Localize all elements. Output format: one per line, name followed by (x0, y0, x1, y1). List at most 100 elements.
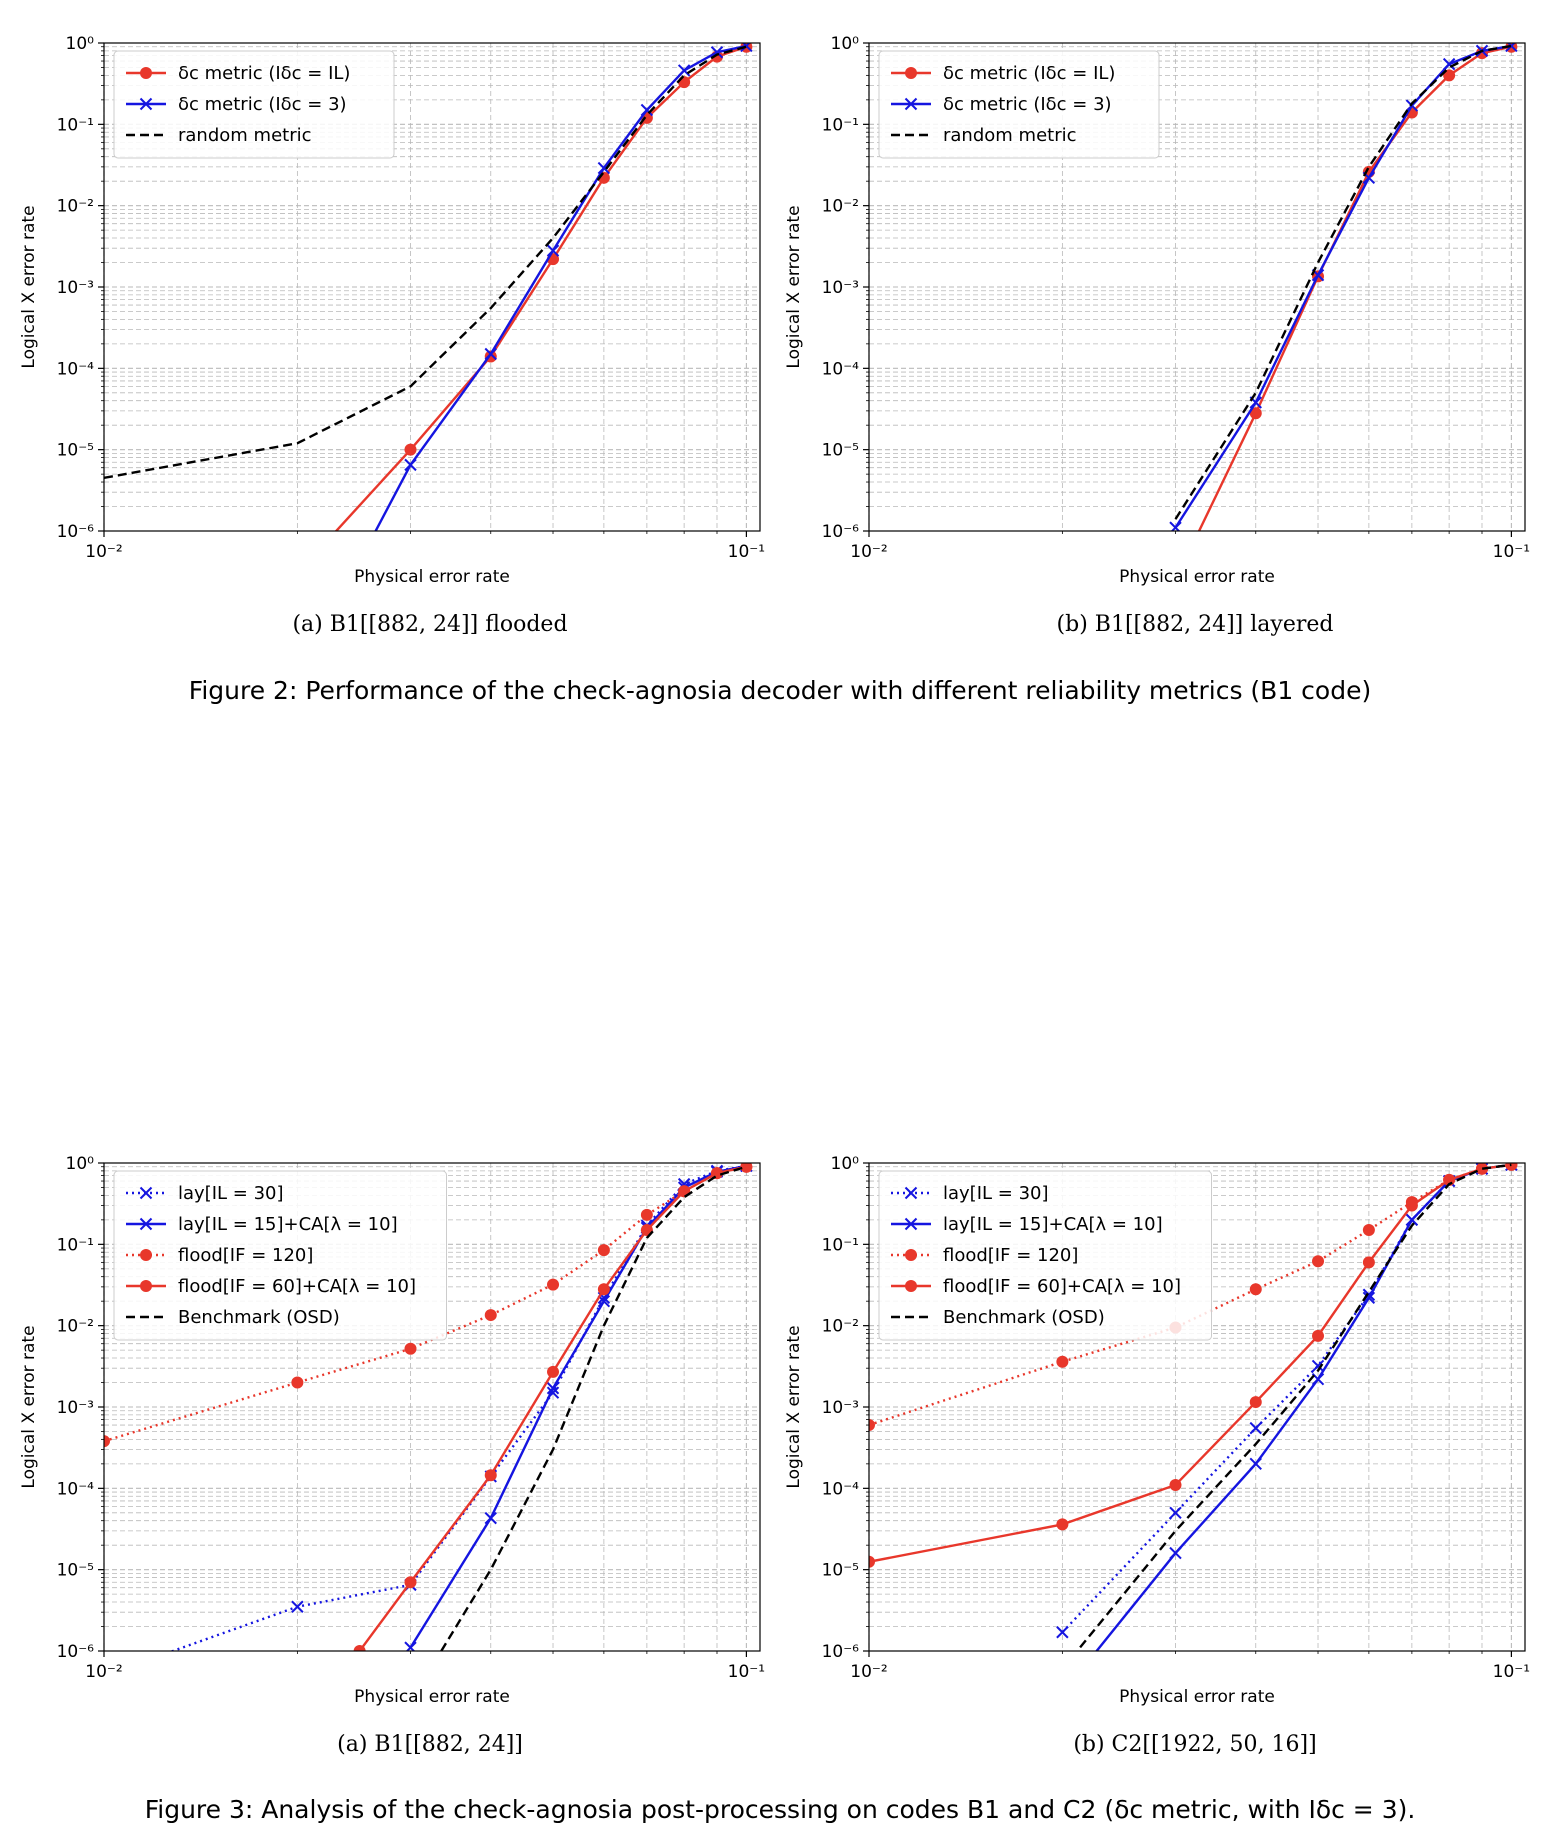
legend-label: flood[IF = 60]+CA[λ = 10] (943, 1276, 1181, 1297)
data-point (547, 1278, 560, 1291)
legend-label: lay[IL = 30] (178, 1183, 284, 1204)
data-point (1249, 1457, 1262, 1471)
legend-label: Benchmark (OSD) (178, 1307, 340, 1328)
data-point (291, 1600, 304, 1613)
data-point (1405, 1199, 1418, 1212)
y-tick-label: 10⁻³ (822, 1398, 859, 1418)
legend-marker (140, 67, 152, 79)
data-point (1056, 1626, 1069, 1639)
x-tick-label: 10⁻¹ (728, 542, 765, 562)
series-group (104, 1163, 753, 1651)
y-tick-label: 10⁰ (831, 34, 860, 54)
legend-label: flood[IF = 120] (943, 1245, 1078, 1266)
data-point (1169, 521, 1182, 531)
data-point (1169, 1546, 1182, 1560)
data-point (546, 1382, 560, 1395)
data-point (1249, 1421, 1262, 1435)
chart-1: 10⁻⁶ 10⁻⁵ 10⁻⁴ 10⁻³ 10⁻² 10⁻¹ 10⁰ 10⁻² 10⁻¹ Physi… (19, 34, 765, 587)
data-point (869, 1555, 875, 1568)
data-point (640, 103, 654, 117)
data-point (404, 443, 417, 456)
data-point (291, 1376, 304, 1389)
series-group (1169, 43, 1518, 531)
data-point (353, 1645, 366, 1651)
series-line-3 (104, 45, 747, 480)
y-tick-label: 10⁻¹ (822, 1235, 859, 1255)
y-axis-label: Logical X error rate (19, 205, 39, 368)
figure-3-caption: Figure 3: Analysis of the check-agnosia … (144, 1795, 1416, 1824)
y-tick-label: 10⁻² (57, 1317, 94, 1337)
y-tick-label: 10⁻² (57, 197, 94, 217)
data-point (404, 1342, 417, 1355)
legend-label: random metric (943, 125, 1077, 146)
data-point (869, 1419, 875, 1432)
y-tick-label: 10⁻¹ (822, 115, 859, 135)
y-axis-label: Logical X error rate (19, 1325, 39, 1488)
data-point (1442, 57, 1456, 71)
chart-4: 10⁻⁶ 10⁻⁵ 10⁻⁴ 10⁻³ 10⁻² 10⁻¹ 10⁰ 10⁻² 10⁻¹ Physi… (784, 1154, 1530, 1707)
y-tick-label: 10⁰ (831, 1154, 860, 1174)
y-tick-label: 10⁻¹ (57, 115, 94, 135)
x-axis-label: Physical error rate (354, 1687, 510, 1707)
legend-label: lay[IL = 15]+CA[λ = 10] (943, 1214, 1163, 1235)
legend-label: random metric (178, 125, 312, 146)
data-point (1249, 1283, 1262, 1296)
data-point (404, 1641, 417, 1651)
legend-label: δc metric (Iδc = IL) (943, 63, 1115, 84)
y-tick-label: 10⁻⁴ (57, 1479, 95, 1499)
data-point (1443, 69, 1456, 82)
y-tick-label: 10⁻⁶ (822, 1642, 860, 1662)
legend: δc metric (Iδc = IL) δc metric (Iδc = 3) r… (113, 50, 395, 159)
legend-label: flood[IF = 120] (178, 1245, 313, 1266)
x-tick-label: 10⁻² (850, 542, 887, 562)
y-tick-label: 10⁻⁶ (57, 522, 95, 542)
data-point (547, 1365, 560, 1378)
legend-box (113, 50, 395, 159)
y-tick-label: 10⁻³ (822, 278, 859, 298)
x-tick-label: 10⁻¹ (728, 1662, 765, 1682)
legend-label: δc metric (Iδc = 3) (943, 94, 1112, 115)
data-point (1312, 1329, 1325, 1342)
data-point (740, 1163, 753, 1173)
data-point (1362, 1224, 1375, 1237)
x-tick-label: 10⁻² (85, 1662, 122, 1682)
y-tick-label: 10⁻⁵ (822, 441, 859, 461)
y-tick-label: 10⁻² (822, 1317, 859, 1337)
legend-label: flood[IF = 60]+CA[λ = 10] (178, 1276, 416, 1297)
legend-box (113, 1170, 447, 1341)
data-point (546, 244, 560, 257)
legend-marker (139, 97, 153, 111)
x-axis-label: Physical error rate (1119, 567, 1275, 587)
y-tick-label: 10⁻³ (57, 278, 94, 298)
legend-label: lay[IL = 30] (943, 1183, 1049, 1204)
legend-marker (904, 1217, 918, 1231)
data-point (1249, 407, 1262, 420)
y-tick-label: 10⁻⁴ (57, 359, 95, 379)
data-point (1362, 1291, 1376, 1305)
y-tick-label: 10⁻⁴ (822, 359, 860, 379)
series-line-3 (1174, 44, 1512, 520)
data-point (1311, 1359, 1325, 1373)
data-point (1505, 1163, 1518, 1171)
data-point (404, 458, 417, 472)
y-axis-label: Logical X error rate (784, 205, 804, 368)
data-point (104, 1435, 110, 1448)
legend-marker (905, 1280, 917, 1292)
series-line-4 (869, 1163, 1512, 1563)
series-group (104, 43, 753, 531)
legend-label: lay[IL = 15]+CA[λ = 10] (178, 1214, 398, 1235)
data-point (597, 161, 611, 175)
legend-label: Benchmark (OSD) (943, 1307, 1105, 1328)
chart-2: 10⁻⁶ 10⁻⁵ 10⁻⁴ 10⁻³ 10⁻² 10⁻¹ 10⁰ 10⁻² 10⁻¹ Physi… (784, 34, 1530, 587)
data-point (1505, 43, 1518, 53)
data-point (1169, 1478, 1182, 1491)
data-point (640, 1208, 653, 1221)
x-tick-label: 10⁻¹ (1493, 542, 1530, 562)
data-point (1312, 1255, 1325, 1268)
series-line-5 (440, 1165, 747, 1651)
data-point (740, 43, 753, 53)
x-axis-label: Physical error rate (1119, 1687, 1275, 1707)
x-tick-label: 10⁻² (85, 542, 122, 562)
legend: lay[IL = 30] lay[IL = 15]+CA[λ = 10] flood… (113, 1170, 447, 1341)
y-tick-label: 10⁻⁵ (822, 1561, 859, 1581)
